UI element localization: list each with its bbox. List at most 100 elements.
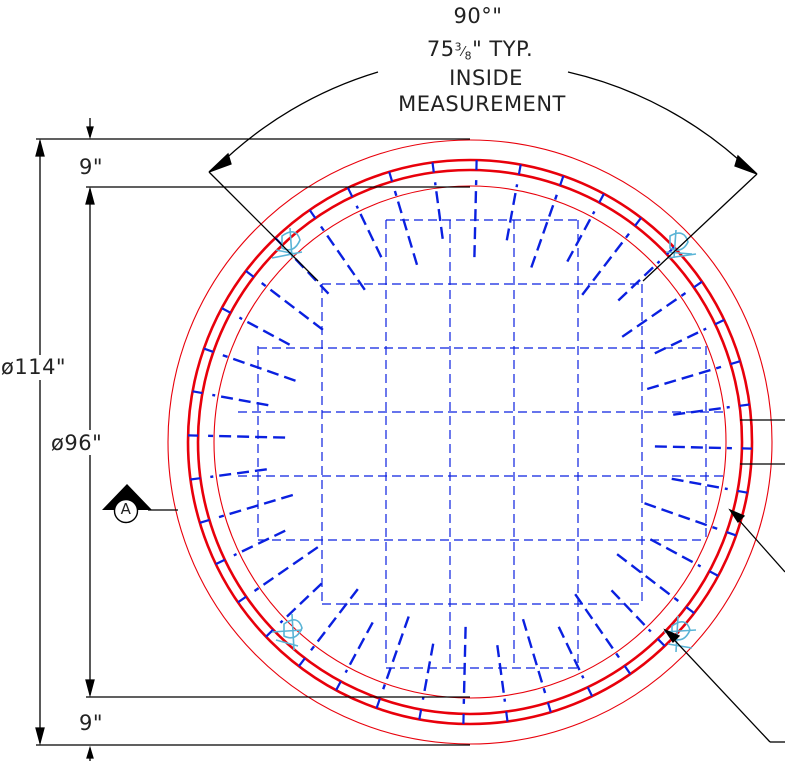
ring-tick	[685, 606, 695, 614]
ring-tick	[737, 489, 748, 494]
radial-bar	[218, 493, 294, 519]
radial-bar	[505, 184, 519, 241]
radial-bar	[530, 194, 558, 268]
radial-bar	[210, 468, 267, 479]
radial-bar	[673, 405, 730, 416]
radial-bar	[671, 477, 728, 491]
rebar-grid	[238, 219, 728, 669]
angle-label: 90°"	[453, 4, 503, 28]
ring-tick	[388, 171, 394, 182]
radial-bar	[574, 593, 620, 659]
radial-bar	[433, 182, 444, 239]
radial-bar	[253, 546, 319, 592]
ring-tick	[708, 570, 719, 577]
radial-bar	[654, 327, 707, 355]
radial-bar	[566, 210, 596, 263]
ring-tick	[375, 698, 381, 709]
ring-tick	[418, 709, 423, 720]
ring-tick	[215, 558, 226, 566]
radial-bar	[421, 643, 435, 700]
outer-wall-circle	[186, 158, 754, 726]
inner-face-circle	[213, 185, 727, 699]
typical-fraction-numerator: 3	[454, 40, 462, 54]
ring-tick	[308, 209, 317, 219]
radial-bar	[260, 282, 324, 331]
dimension-lines	[35, 71, 785, 761]
radial-bar	[279, 582, 323, 624]
radial-bar	[355, 205, 383, 258]
ring-tick	[298, 657, 306, 667]
ring-tick	[199, 518, 210, 524]
radial-bar	[393, 190, 419, 266]
radial-bar	[654, 445, 732, 450]
ring-tick	[335, 680, 342, 691]
radial-bar	[320, 225, 366, 291]
radial-bar	[581, 232, 630, 296]
radial-bar	[557, 626, 585, 679]
outer-diameter-label: ø114"	[1, 355, 67, 379]
ring-tick	[623, 665, 632, 675]
radial-bar	[621, 292, 687, 338]
ring-tick	[726, 531, 737, 537]
arrowhead-left	[208, 152, 232, 173]
radial-bar	[496, 645, 507, 702]
inner-diameter-label: ø96"	[51, 431, 103, 455]
ring-tick	[693, 280, 703, 289]
radial-bar	[649, 538, 702, 568]
typical-fraction-denominator: 8	[464, 49, 473, 63]
ring-tick	[245, 270, 255, 278]
radial-bar	[233, 529, 286, 557]
ring-tick	[546, 702, 552, 713]
ring-tick	[203, 347, 214, 353]
lifting-insert-top-right	[665, 229, 697, 259]
top-offset-label: 9"	[79, 155, 104, 179]
ring-ticks	[188, 160, 752, 724]
ring-tick	[221, 307, 232, 314]
radial-bar	[610, 589, 652, 633]
arrowhead-right	[734, 154, 758, 175]
ring-tick	[431, 162, 435, 173]
radial-bar	[212, 393, 269, 407]
ring-tick	[346, 187, 354, 198]
radial-rebar	[208, 180, 732, 704]
ring-tick	[517, 164, 522, 175]
typical-measurement-suffix: " TYP.	[472, 37, 534, 61]
radial-bar	[382, 616, 410, 690]
angle-dimension-arc	[215, 71, 379, 169]
radial-bar	[646, 365, 722, 391]
ring-tick	[656, 638, 666, 647]
section-marker-label: A	[120, 500, 132, 518]
radial-bar	[208, 434, 286, 439]
ring-tick	[598, 193, 605, 204]
radial-bar	[521, 618, 547, 694]
ring-tick	[237, 595, 247, 604]
ring-tick	[559, 175, 565, 186]
lifting-insert-bottom-left	[271, 613, 303, 651]
bottom-offset-label: 9"	[79, 711, 104, 735]
radial-bar	[616, 553, 680, 602]
radial-bar	[310, 588, 359, 652]
section-marker-a	[102, 484, 152, 524]
ring-tick	[505, 711, 509, 722]
ring-tick	[730, 360, 741, 366]
radial-bar	[617, 260, 661, 302]
ring-tick	[192, 390, 203, 395]
manhole-rings	[167, 139, 773, 745]
inside-label: INSIDE	[449, 66, 523, 90]
radial-bar	[644, 502, 718, 530]
ring-tick	[739, 403, 750, 407]
radial-bar	[473, 180, 478, 258]
ring-tick	[190, 477, 201, 481]
ring-tick	[586, 686, 594, 697]
ring-tick	[265, 628, 274, 638]
measurement-label: MEASUREMENT	[398, 92, 566, 116]
ring-tick	[634, 217, 642, 227]
radial-bar	[238, 316, 291, 346]
radial-bar	[462, 626, 467, 704]
radial-bar	[344, 621, 374, 674]
outer-face-circle	[167, 139, 773, 745]
inner-wall-circle	[196, 168, 744, 716]
typical-measurement-whole: 75	[426, 37, 455, 61]
leader-line-2	[664, 629, 771, 743]
